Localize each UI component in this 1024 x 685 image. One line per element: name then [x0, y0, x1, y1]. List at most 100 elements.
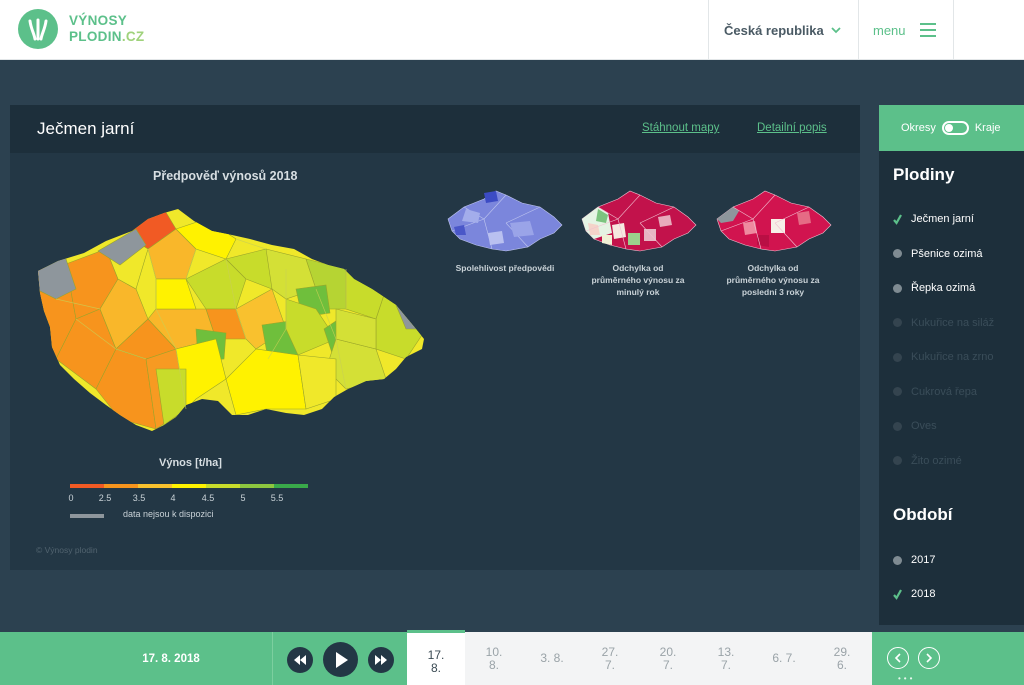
chevron-left-icon — [894, 653, 901, 663]
legend-tick: 5 — [240, 493, 246, 503]
period-heading: Období — [893, 505, 953, 524]
crop-item: Kukuřice na zrno — [893, 349, 994, 365]
crop-label: Pšenice ozimá — [911, 247, 983, 260]
chevron-right-icon — [926, 653, 933, 663]
date-line-1: 29. — [833, 645, 851, 659]
crop-item[interactable]: Ječmen jarní — [893, 211, 974, 227]
deviation-last-year-label: Odchylka od průměrného výnosu za minulý … — [573, 262, 703, 298]
date-line-1: 13. — [717, 645, 735, 659]
date-line-1: 20. — [659, 645, 677, 659]
district-region-toggle[interactable] — [941, 121, 969, 135]
logo-cz: .CZ — [121, 29, 145, 44]
rewind-icon — [294, 655, 306, 665]
radio-dot-icon — [893, 283, 902, 293]
fast-forward-button[interactable] — [368, 647, 394, 673]
panel-header: Ječmen jarní Stáhnout mapy Detailní popi… — [10, 105, 860, 153]
crop-item: Oves — [893, 418, 937, 434]
crop-title: Ječmen jarní — [37, 119, 135, 138]
date-line-1: 17. — [427, 648, 445, 662]
play-button[interactable] — [323, 642, 358, 677]
rewind-button[interactable] — [287, 647, 313, 673]
deviation-3-years-line-3: poslední 3 roky — [741, 287, 805, 297]
logo-text[interactable]: VÝNOSY PLODIN.CZ — [69, 13, 144, 45]
filter-sidebar: Okresy Kraje Plodiny Ječmen jarní Pšenice… — [879, 105, 1024, 625]
timeline-date[interactable]: 29. 6. — [813, 646, 871, 672]
radio-dot-icon — [893, 421, 902, 431]
period-label: 2017 — [911, 554, 936, 566]
radio-dot-icon — [893, 318, 902, 327]
date-line-2: 7. — [720, 658, 731, 672]
playback-controls — [272, 632, 407, 685]
legend-tick: 0 — [68, 493, 74, 503]
crop-label: Řepka ozimá — [911, 282, 976, 294]
timeline-next-button[interactable] — [918, 647, 940, 669]
logo-line-1: VÝNOSY — [69, 13, 128, 28]
hamburger-icon — [919, 23, 936, 37]
legend-swatch — [138, 484, 172, 488]
download-maps-link[interactable]: Stáhnout mapy — [642, 122, 720, 134]
date-line-2: 8. — [488, 658, 499, 672]
logo-icon[interactable] — [18, 9, 58, 49]
date-line-2: 8. — [430, 661, 441, 675]
deviation-3-years-mini-map[interactable] — [713, 189, 833, 255]
map-title: Předpověď výnosů 2018 — [153, 169, 298, 183]
date-line-2: 7. — [604, 658, 615, 672]
legend-color-scale — [70, 484, 308, 488]
radio-dot-icon — [893, 352, 902, 362]
crop-label: Oves — [911, 420, 937, 432]
legend-title: Výnos [t/ha] — [159, 457, 222, 469]
crop-label: Žito ozimé — [911, 454, 962, 467]
deviation-last-year-line-2: průměrného výnosu za — [591, 275, 685, 285]
toggle-label-regions[interactable]: Kraje — [974, 122, 1001, 134]
yield-forecast-map[interactable] — [36, 209, 428, 433]
copyright: © Výnosy plodin — [36, 545, 98, 555]
period-item[interactable]: 2017 — [893, 552, 935, 568]
legend-swatch — [206, 484, 240, 488]
reliability-mini-map[interactable] — [444, 189, 564, 255]
play-icon — [335, 651, 348, 668]
radio-dot-icon — [893, 249, 902, 258]
nodata-swatch — [70, 514, 104, 518]
pagination-dots[interactable]: ••• — [898, 674, 916, 683]
crop-item[interactable]: Řepka ozimá — [893, 280, 975, 296]
legend-tick: 3.5 — [132, 493, 146, 503]
toggle-knob — [944, 124, 953, 132]
toggle-label-districts[interactable]: Okresy — [901, 122, 936, 134]
date-line-1: 6. 7. — [772, 651, 796, 665]
legend-tick: 4.5 — [201, 493, 215, 503]
radio-dot-icon — [893, 387, 902, 396]
timeline-prev-button[interactable] — [887, 647, 909, 669]
period-item[interactable]: 2018 — [893, 586, 935, 602]
radio-dot-icon — [893, 456, 902, 465]
crop-label: Ječmen jarní — [911, 213, 974, 225]
timeline-date[interactable]: 6. 7. — [755, 646, 813, 665]
current-date-box: 17. 8. 2018 — [0, 632, 272, 685]
date-line-1: 3. 8. — [540, 651, 564, 665]
legend-swatch — [240, 484, 274, 488]
country-selector[interactable]: Česká republika — [708, 0, 858, 60]
crop-label: Kukuřice na zrno — [911, 351, 994, 363]
check-icon — [893, 588, 902, 600]
crop-item[interactable]: Pšenice ozimá — [893, 246, 983, 262]
deviation-last-year-mini-map[interactable] — [578, 189, 698, 255]
menu-label: menu — [873, 22, 906, 38]
crop-item: Žito ozimé — [893, 453, 962, 469]
timeline-date[interactable]: 27. 7. — [581, 646, 639, 672]
period-label: 2018 — [911, 588, 936, 600]
timeline-date[interactable]: 13. 7. — [697, 646, 755, 672]
legend-swatch — [274, 484, 308, 488]
deviation-3-years-line-2: průměrného výnosu za — [726, 275, 820, 285]
timeline-date[interactable]: 20. 7. — [639, 646, 697, 672]
legend-tick: 4 — [170, 493, 176, 503]
deviation-3-years-line-1: Odchylka od — [747, 263, 799, 273]
radio-dot-icon — [893, 555, 902, 565]
crop-label: Cukrová řepa — [911, 385, 978, 398]
reliability-label-line: Spolehlivost předpovědi — [455, 263, 555, 273]
menu-button[interactable]: menu — [858, 0, 954, 60]
legend-tick: 2.5 — [98, 493, 112, 503]
timeline-date[interactable]: 3. 8. — [523, 646, 581, 665]
legend-swatch — [70, 484, 104, 488]
timeline-date[interactable]: 17. 8. — [407, 630, 465, 685]
detail-description-link[interactable]: Detailní popis — [757, 122, 827, 134]
timeline-date[interactable]: 10. 8. — [465, 646, 523, 672]
